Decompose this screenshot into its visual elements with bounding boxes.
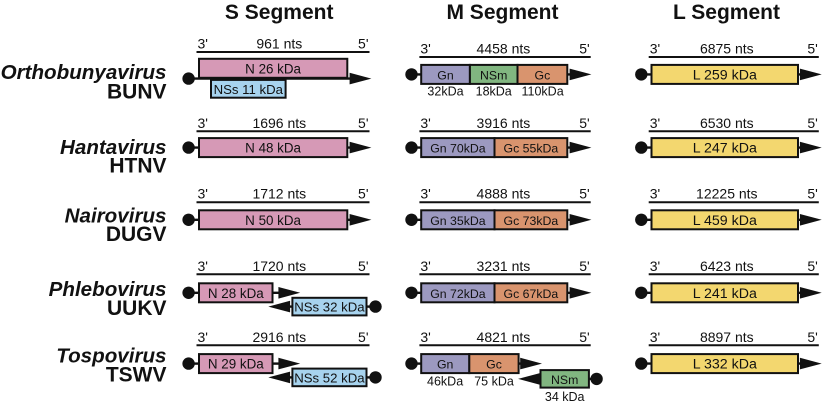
svg-text:5': 5' <box>579 41 589 57</box>
svg-text:Gc 55kDa: Gc 55kDa <box>504 142 559 156</box>
svg-text:6875 nts: 6875 nts <box>700 41 754 57</box>
svg-text:L 259 kDa: L 259 kDa <box>693 67 757 83</box>
svg-text:5': 5' <box>579 329 589 345</box>
svg-text:Gc: Gc <box>535 68 551 82</box>
svg-text:4458 nts: 4458 nts <box>477 41 531 57</box>
svg-text:Orthobunyavirus: Orthobunyavirus <box>1 61 167 84</box>
svg-text:3': 3' <box>420 258 430 274</box>
svg-text:5': 5' <box>807 329 817 345</box>
svg-text:3916 nts: 3916 nts <box>477 115 531 131</box>
svg-text:6423 nts: 6423 nts <box>700 258 754 274</box>
svg-text:M Segment: M Segment <box>446 1 558 24</box>
svg-text:Gn: Gn <box>437 358 454 372</box>
svg-text:Nairovirus: Nairovirus <box>65 205 167 228</box>
svg-text:N 28 kDa: N 28 kDa <box>208 286 264 301</box>
svg-text:NSs 32 kDa: NSs 32 kDa <box>294 300 365 315</box>
svg-text:34 kDa: 34 kDa <box>545 390 585 404</box>
svg-text:BUNV: BUNV <box>107 80 167 103</box>
svg-text:5': 5' <box>579 258 589 274</box>
svg-text:12225 nts: 12225 nts <box>696 186 758 202</box>
svg-text:5': 5' <box>807 115 817 131</box>
svg-text:3': 3' <box>420 186 430 202</box>
svg-text:8897 nts: 8897 nts <box>700 329 754 345</box>
svg-text:HTNV: HTNV <box>109 155 166 178</box>
svg-text:75 kDa: 75 kDa <box>474 374 514 388</box>
svg-text:NSs 11 kDa: NSs 11 kDa <box>214 82 284 97</box>
svg-text:3': 3' <box>198 329 208 345</box>
svg-text:L 459 kDa: L 459 kDa <box>693 213 757 229</box>
svg-text:3': 3' <box>650 329 660 345</box>
svg-text:S Segment: S Segment <box>225 1 334 24</box>
svg-text:UUKV: UUKV <box>107 297 167 320</box>
svg-text:4888 nts: 4888 nts <box>477 186 531 202</box>
svg-text:5': 5' <box>807 258 817 274</box>
svg-text:5': 5' <box>358 329 368 345</box>
svg-text:3': 3' <box>650 186 660 202</box>
svg-text:3': 3' <box>650 41 660 57</box>
svg-text:NSm: NSm <box>480 68 507 82</box>
svg-text:5': 5' <box>579 115 589 131</box>
svg-text:3231 nts: 3231 nts <box>477 258 531 274</box>
svg-text:5': 5' <box>358 36 368 52</box>
svg-text:Gc 67kDa: Gc 67kDa <box>504 287 559 301</box>
svg-text:N 50 kDa: N 50 kDa <box>245 213 301 228</box>
svg-text:6530 nts: 6530 nts <box>700 115 754 131</box>
svg-text:1712 nts: 1712 nts <box>252 186 306 202</box>
svg-text:Gn 72kDa: Gn 72kDa <box>430 287 486 301</box>
svg-text:Gc 73kDa: Gc 73kDa <box>504 214 559 228</box>
svg-text:N 26 kDa: N 26 kDa <box>245 61 301 76</box>
svg-text:3': 3' <box>650 115 660 131</box>
svg-text:NSs 52 kDa: NSs 52 kDa <box>294 370 365 385</box>
svg-text:DUGV: DUGV <box>106 223 167 246</box>
svg-text:Phlebovirus: Phlebovirus <box>49 278 167 301</box>
svg-text:18kDa: 18kDa <box>476 85 512 99</box>
svg-text:Gn 35kDa: Gn 35kDa <box>430 214 486 228</box>
svg-text:N 29 kDa: N 29 kDa <box>208 357 264 372</box>
svg-text:Gn 70kDa: Gn 70kDa <box>430 142 486 156</box>
svg-text:3': 3' <box>198 186 208 202</box>
svg-text:TSWV: TSWV <box>106 364 167 387</box>
svg-text:3': 3' <box>198 258 208 274</box>
svg-text:1720 nts: 1720 nts <box>252 258 306 274</box>
svg-text:2916 nts: 2916 nts <box>252 329 306 345</box>
svg-text:3': 3' <box>650 258 660 274</box>
svg-text:5': 5' <box>579 186 589 202</box>
svg-text:46kDa: 46kDa <box>427 374 463 388</box>
svg-text:3': 3' <box>420 115 430 131</box>
svg-text:5': 5' <box>358 115 368 131</box>
svg-text:L 241 kDa: L 241 kDa <box>693 286 757 302</box>
svg-text:3': 3' <box>198 115 208 131</box>
svg-text:110kDa: 110kDa <box>522 85 564 99</box>
svg-text:Tospovirus: Tospovirus <box>56 345 166 368</box>
svg-text:1696 nts: 1696 nts <box>252 115 306 131</box>
svg-text:N 48 kDa: N 48 kDa <box>245 141 301 156</box>
svg-text:L 332 kDa: L 332 kDa <box>693 357 757 373</box>
svg-text:L 247 kDa: L 247 kDa <box>693 141 757 157</box>
svg-text:5': 5' <box>807 186 817 202</box>
svg-text:5': 5' <box>358 186 368 202</box>
svg-text:Gc: Gc <box>486 358 502 372</box>
svg-text:5': 5' <box>807 41 817 57</box>
svg-text:NSm: NSm <box>551 373 578 387</box>
svg-text:Gn: Gn <box>437 68 454 82</box>
svg-text:3': 3' <box>420 329 430 345</box>
svg-text:961 nts: 961 nts <box>256 36 302 52</box>
svg-text:3': 3' <box>198 36 208 52</box>
svg-text:4821 nts: 4821 nts <box>477 329 531 345</box>
svg-text:5': 5' <box>358 258 368 274</box>
svg-text:Hantavirus: Hantavirus <box>60 136 166 159</box>
svg-text:3': 3' <box>420 41 430 57</box>
svg-text:32kDa: 32kDa <box>427 85 463 99</box>
svg-text:L Segment: L Segment <box>673 1 780 24</box>
